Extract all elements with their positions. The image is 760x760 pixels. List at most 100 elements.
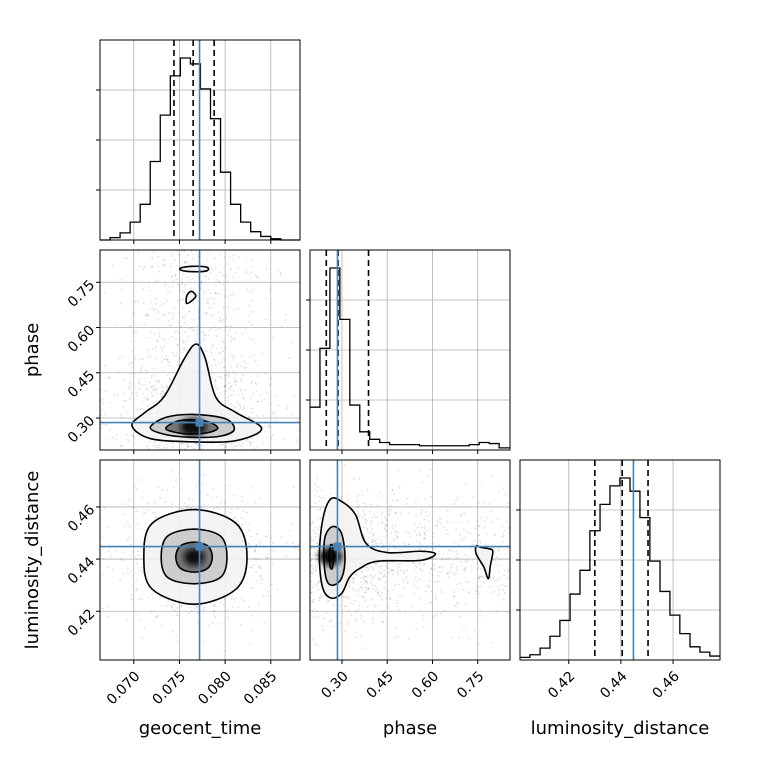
sample-point (280, 518, 282, 520)
sample-point (437, 580, 440, 583)
sample-point (242, 442, 245, 444)
sample-point (229, 268, 232, 270)
sample-point (222, 366, 225, 369)
sample-point (213, 358, 215, 361)
sample-point (240, 354, 243, 357)
sample-point (262, 602, 264, 604)
sample-point (434, 598, 436, 601)
sample-point (459, 615, 462, 618)
sample-point (307, 574, 309, 576)
sample-point (494, 534, 497, 536)
sample-point (438, 544, 441, 547)
sample-point (114, 549, 116, 552)
sample-point (349, 580, 352, 582)
sample-point (152, 461, 154, 463)
sample-point (158, 335, 161, 338)
sample-point (355, 617, 357, 619)
sample-point (378, 605, 380, 607)
sample-point (284, 561, 286, 563)
sample-point (259, 566, 262, 568)
sample-point (219, 451, 221, 453)
sample-point (213, 461, 215, 463)
sample-point (242, 408, 244, 411)
sample-point (204, 606, 206, 608)
sample-point (187, 480, 189, 482)
sample-point (302, 583, 304, 585)
sample-point (156, 444, 158, 447)
sample-point (174, 610, 177, 612)
sample-point (177, 364, 179, 366)
sample-point (166, 358, 169, 361)
sample-point (125, 257, 128, 260)
sample-point (155, 478, 157, 480)
sample-point (253, 557, 256, 560)
sample-point (478, 525, 481, 527)
sample-point (436, 524, 438, 527)
sample-point (130, 554, 133, 556)
sample-point (184, 503, 186, 505)
sample-point (285, 476, 287, 478)
sample-point (159, 443, 162, 446)
sample-point (232, 254, 235, 257)
sample-point (168, 324, 171, 327)
sample-point (359, 614, 362, 617)
sample-point (243, 405, 245, 407)
sample-point (157, 379, 159, 382)
sample-point (473, 629, 476, 631)
sample-point (301, 469, 303, 471)
sample-point (248, 304, 251, 307)
sample-point (302, 559, 304, 561)
sample-point (383, 610, 386, 612)
sample-point (146, 398, 149, 401)
sample-point (131, 350, 134, 353)
sample-point (155, 358, 158, 361)
sample-point (226, 280, 229, 283)
x-axis-label-phase: phase (383, 718, 437, 739)
sample-point (241, 524, 244, 526)
sample-point (372, 533, 375, 536)
sample-point (389, 597, 391, 600)
sample-point (288, 452, 290, 454)
sample-point (214, 605, 216, 608)
sample-point (428, 571, 431, 574)
sample-point (275, 518, 277, 520)
sample-point (323, 496, 325, 499)
sample-point (183, 461, 185, 463)
sample-point (120, 444, 123, 447)
sample-point (180, 487, 183, 490)
sample-point (394, 626, 397, 629)
sample-point (285, 313, 287, 316)
sample-point (181, 250, 184, 252)
sample-point (171, 468, 174, 471)
sample-point (237, 267, 240, 270)
sample-point (311, 615, 313, 618)
sample-point (293, 575, 295, 577)
sample-point (285, 531, 287, 533)
sample-point (314, 552, 317, 555)
sample-point (266, 535, 268, 538)
x-tick-label: 0.75 (454, 668, 487, 701)
sample-point (495, 610, 498, 612)
sample-point (235, 455, 237, 457)
sample-point (370, 503, 372, 506)
sample-point (377, 561, 379, 564)
sample-point (362, 620, 365, 623)
sample-point (227, 616, 230, 619)
sample-point (476, 642, 479, 645)
sample-point (144, 396, 147, 399)
sample-point (264, 431, 266, 433)
sample-point (203, 452, 205, 454)
sample-point (313, 547, 316, 550)
sample-point (137, 477, 139, 479)
data-layer (100, 40, 720, 660)
sample-point (238, 403, 241, 406)
sample-point (430, 567, 433, 570)
sample-point (263, 478, 265, 480)
sample-point (433, 581, 436, 584)
sample-point (276, 561, 278, 563)
sample-point (255, 565, 257, 567)
sample-point (483, 526, 486, 529)
sample-point (350, 601, 353, 604)
sample-point (448, 556, 450, 559)
joint-density-geocent_time-luminosity_distance (100, 460, 300, 652)
